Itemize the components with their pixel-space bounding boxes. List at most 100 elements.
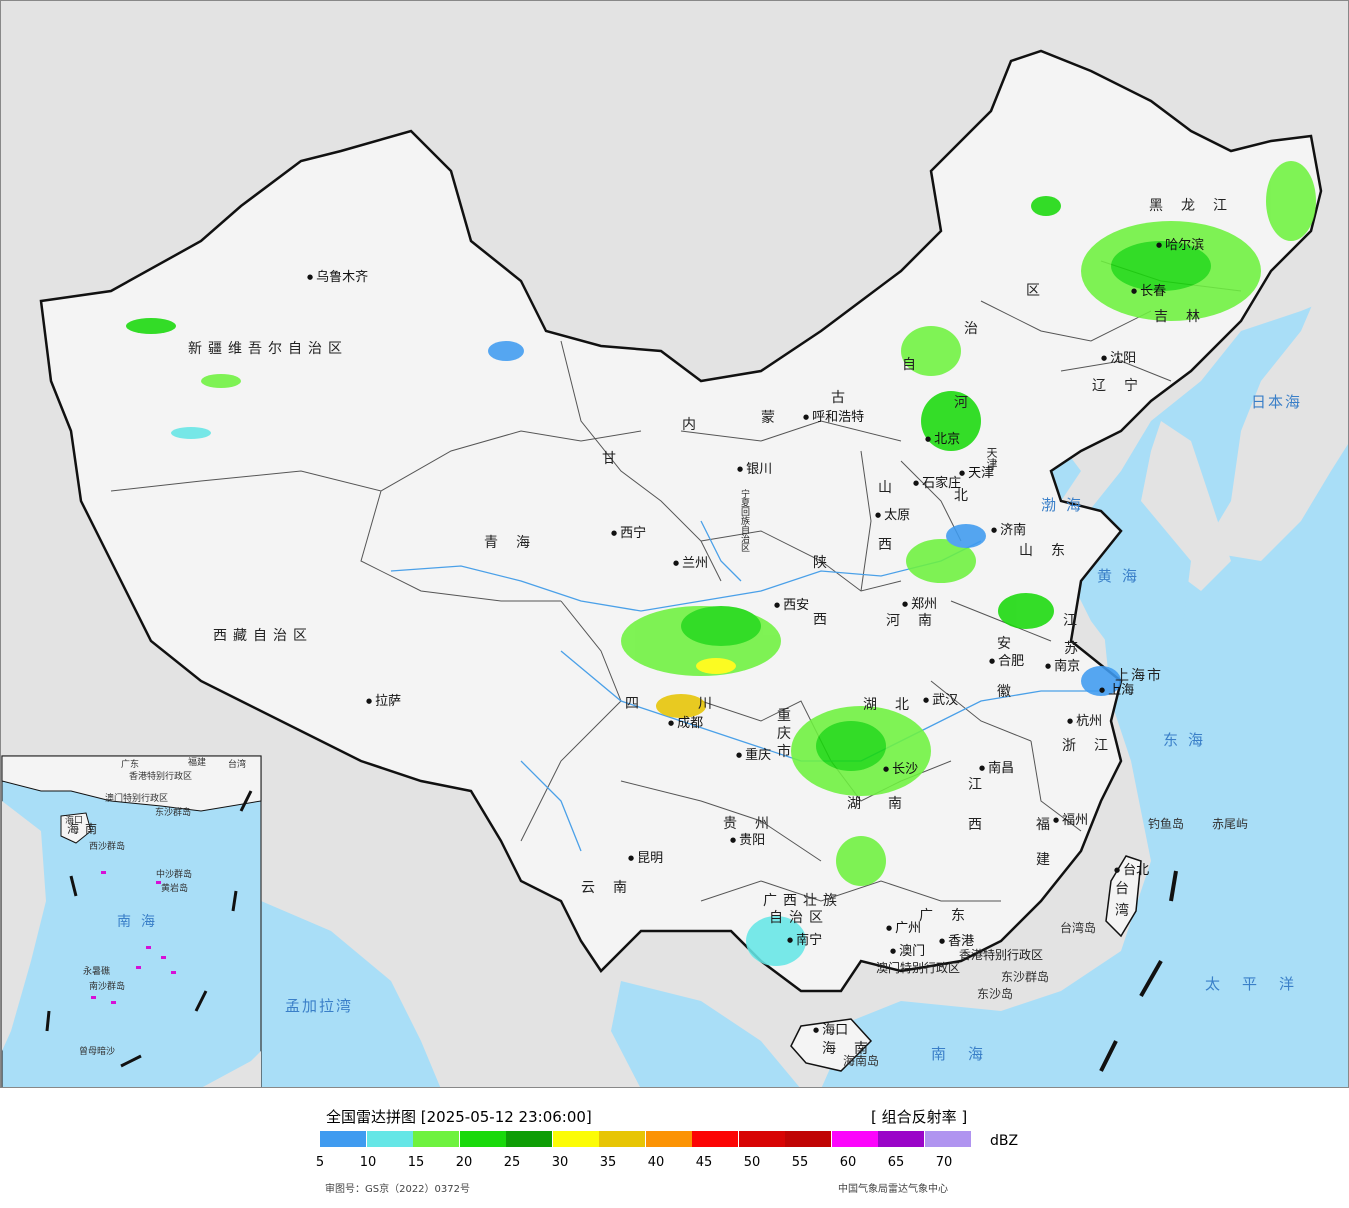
city-nanchang[interactable]: 南昌 xyxy=(979,762,1014,775)
color-swatch xyxy=(738,1131,785,1147)
color-swatch xyxy=(459,1131,506,1147)
prov-fujian-fu: 福 xyxy=(1036,817,1056,833)
city-jinan[interactable]: 济南 xyxy=(991,524,1026,537)
inset-zengmu: 曾母暗沙 xyxy=(79,1047,116,1057)
city-hongkong[interactable]: 香港 xyxy=(939,935,974,948)
sea-bohai: 渤海 xyxy=(1041,496,1092,514)
color-swatch xyxy=(878,1131,924,1147)
map-area[interactable]: 乌鲁木齐 拉萨 西宁 兰州 银川 呼和浩特 北京 天津 石家庄 太原 济南 郑州… xyxy=(0,0,1349,1088)
prov-sichuan-chuan: 川 xyxy=(698,696,718,712)
prov-xinjiang: 新疆维吾尔自治区 xyxy=(188,341,348,357)
prov-neimenggu-gu: 古 xyxy=(831,390,851,406)
prov-chongqing-2: 庆 xyxy=(777,726,797,742)
prov-taiwan-wan: 湾 xyxy=(1115,903,1135,919)
prov-chongqing-3: 市 xyxy=(777,744,797,760)
color-swatch xyxy=(645,1131,692,1147)
prov-fujian-jian: 建 xyxy=(1036,852,1056,868)
city-nanning[interactable]: 南宁 xyxy=(787,934,822,947)
city-chengdu[interactable]: 成都 xyxy=(668,717,703,730)
hainan-land xyxy=(790,1018,873,1072)
city-zhengzhou[interactable]: 郑州 xyxy=(902,598,937,611)
city-lanzhou[interactable]: 兰州 xyxy=(673,557,708,570)
inset-haikou: 海口 xyxy=(65,816,84,826)
scale-tick: 35 xyxy=(599,1155,617,1170)
city-shenyang[interactable]: 沈阳 xyxy=(1101,352,1136,365)
prov-taiwan-tai: 台 xyxy=(1115,881,1135,897)
color-swatch xyxy=(692,1131,738,1147)
inset-taiwan: 台湾 xyxy=(228,760,247,770)
prov-neimenggu-nei: 内 xyxy=(682,417,702,433)
city-xian[interactable]: 西安 xyxy=(774,599,809,612)
color-swatch xyxy=(366,1131,413,1147)
prov-jilin: 吉林 xyxy=(1154,309,1218,325)
city-changsha[interactable]: 长沙 xyxy=(883,763,918,776)
south-indochina-sea xyxy=(611,981,800,1087)
scale-tick: 65 xyxy=(887,1155,905,1170)
city-taiyuan[interactable]: 太原 xyxy=(875,509,910,522)
city-taipei[interactable]: 台北 xyxy=(1114,864,1149,877)
prov-shanghai: 上海市 xyxy=(1115,668,1163,684)
sea-huanghai: 黄海 xyxy=(1097,567,1148,585)
city-guiyang[interactable]: 贵阳 xyxy=(730,834,765,847)
japan-land xyxy=(1201,163,1348,561)
prov-zhejiang: 浙江 xyxy=(1062,738,1126,754)
radar-echoes xyxy=(126,161,1316,966)
scale-tick: 20 xyxy=(455,1155,473,1170)
prov-shanxi-xi: 西 xyxy=(878,537,898,553)
island-chiwei: 赤尾屿 xyxy=(1212,817,1249,831)
legend-unit: dBZ xyxy=(990,1133,1019,1149)
prov-tianjin: 天津 xyxy=(985,447,998,469)
city-hefei[interactable]: 合肥 xyxy=(989,655,1024,668)
city-tianjin[interactable]: 天津 xyxy=(959,467,994,480)
city-lhasa[interactable]: 拉萨 xyxy=(366,695,401,708)
prov-hebei-bei: 北 xyxy=(954,488,974,504)
scale-tick: 30 xyxy=(551,1155,569,1170)
city-fuzhou[interactable]: 福州 xyxy=(1053,814,1088,827)
prov-hebei-he: 河 xyxy=(954,395,974,411)
color-swatch xyxy=(924,1131,971,1147)
scale-tick: 70 xyxy=(935,1155,953,1170)
prov-yunnan: 云南 xyxy=(581,880,645,896)
city-chongqing[interactable]: 重庆 xyxy=(736,749,771,762)
prov-jiangsu-su: 苏 xyxy=(1064,641,1084,657)
island-dongsha-dao: 东沙岛 xyxy=(977,987,1014,1001)
inset-zhongsha: 中沙群岛 xyxy=(156,870,193,880)
macau-sar-label: 澳门特别行政区 xyxy=(876,961,961,975)
city-hohhot[interactable]: 呼和浩特 xyxy=(803,411,864,424)
city-guangzhou[interactable]: 广州 xyxy=(886,922,921,935)
city-beijing[interactable]: 北京 xyxy=(925,433,960,446)
city-haikou[interactable]: 海口 xyxy=(813,1024,848,1037)
scale-tick: 5 xyxy=(315,1155,325,1170)
scale-tick: 10 xyxy=(359,1155,377,1170)
city-yinchuan[interactable]: 银川 xyxy=(737,463,772,476)
sea-donghai: 东海 xyxy=(1163,731,1214,749)
prov-hubei: 湖北 xyxy=(863,697,927,713)
city-changchun[interactable]: 长春 xyxy=(1131,285,1166,298)
prov-qinghai: 青海 xyxy=(484,535,548,551)
city-xining[interactable]: 西宁 xyxy=(611,527,646,540)
scale-tick: 45 xyxy=(695,1155,713,1170)
scale-tick: 60 xyxy=(839,1155,857,1170)
legend-title: 全国雷达拼图 [2025-05-12 23:06:00] xyxy=(326,1108,592,1126)
bay-of-bengal xyxy=(261,901,441,1087)
city-urumqi[interactable]: 乌鲁木齐 xyxy=(307,271,368,284)
city-shijiazhuang[interactable]: 石家庄 xyxy=(913,477,961,490)
city-harbin[interactable]: 哈尔滨 xyxy=(1156,239,1204,252)
city-hangzhou[interactable]: 杭州 xyxy=(1067,715,1102,728)
color-swatch xyxy=(831,1131,878,1147)
city-kunming[interactable]: 昆明 xyxy=(628,852,663,865)
prov-neimenggu-zi: 自 xyxy=(902,357,922,373)
inset-nanhai: 南海 xyxy=(117,914,165,930)
city-macau[interactable]: 澳门 xyxy=(890,945,925,958)
city-shanghai[interactable]: 上海 xyxy=(1099,684,1134,697)
city-nanjing[interactable]: 南京 xyxy=(1045,660,1080,673)
agency-credit: 中国气象局雷达气象中心 xyxy=(838,1184,948,1195)
prov-sichuan-si: 四 xyxy=(625,696,645,712)
inset-yongshu: 永暑礁 xyxy=(83,967,111,977)
city-wuhan[interactable]: 武汉 xyxy=(923,694,958,707)
east-sea xyxy=(821,291,1348,1087)
color-swatch xyxy=(552,1131,599,1147)
prov-jiangxi-jiang: 江 xyxy=(968,777,988,793)
prov-gansu: 甘 xyxy=(602,451,622,467)
south-china-sea-inset xyxy=(1,755,262,1087)
